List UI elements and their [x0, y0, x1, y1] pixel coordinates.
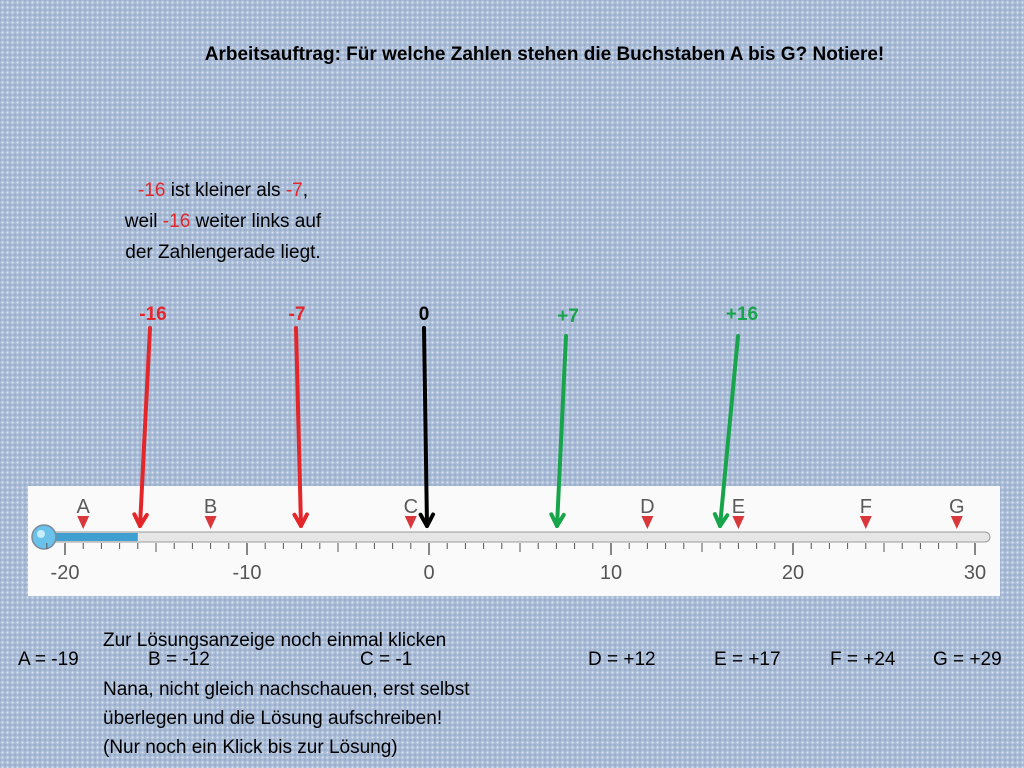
explanation-fragment: , [302, 180, 309, 201]
hint-line-3: (Nur noch ein Klick bis zur Lösung) [103, 737, 398, 758]
arrow-label: +16 [726, 304, 758, 325]
tick-label: -10 [233, 562, 262, 584]
explanation-value: -16 [137, 180, 166, 201]
letter-marker-icon [77, 516, 90, 529]
task-title: Arbeitsauftrag: Für welche Zahlen stehen… [204, 44, 885, 65]
answer-a: A = -19 [18, 649, 79, 670]
answer-e: E = +17 [714, 649, 781, 670]
letter-label: D [640, 496, 654, 518]
thermometer-bulb-highlight [37, 530, 45, 538]
explanation-fragment: ist kleiner als [165, 180, 286, 201]
explanation-value: -16 [162, 211, 191, 232]
letter-label: E [732, 496, 745, 518]
letter-marker-icon [859, 516, 872, 529]
letter-marker-icon [732, 516, 745, 529]
number-line-fill [44, 533, 138, 541]
hint-line-2: überlegen und die Lösung aufschreiben! [103, 708, 443, 729]
arrow-label: +7 [557, 306, 579, 327]
letter-marker-icon [404, 516, 417, 529]
tick-label: 20 [782, 562, 804, 584]
tick-label: 10 [600, 562, 622, 584]
explanation-fragment: weil [124, 211, 163, 232]
arrow-label: -7 [289, 304, 306, 325]
hint-line-1: Nana, nicht gleich nachschauen, erst sel… [103, 679, 470, 700]
letter-marker-icon [950, 516, 963, 529]
letter-label: A [77, 496, 91, 518]
tick-label: 0 [423, 562, 434, 584]
arrow-label: -16 [139, 304, 166, 325]
letter-marker-icon [641, 516, 654, 529]
explanation-fragment: weiter links auf [190, 211, 322, 232]
answer-c: C = -1 [360, 649, 413, 670]
letter-label: C [404, 496, 418, 518]
answer-g: G = +29 [933, 649, 1002, 670]
explanation-line-3: der Zahlengerade liegt. [125, 242, 321, 263]
number-line-track [43, 531, 991, 543]
answer-d: D = +12 [588, 649, 656, 670]
explanation-line-2: weil -16 weiter links auf [80, 206, 366, 237]
explanation-line-1: -16 ist kleiner als -7, [80, 175, 366, 206]
thermometer-bulb [31, 524, 57, 550]
number-line: -20 -10 0 10 20 30 A B C D E F G [31, 496, 991, 584]
answer-f: F = +24 [830, 649, 896, 670]
tick-label: 30 [964, 562, 986, 584]
solution-click-hint[interactable]: Zur Lösungsanzeige noch einmal klicken [103, 630, 447, 651]
arrow-label: 0 [419, 304, 430, 325]
letter-marker-icon [204, 516, 217, 529]
letter-label: B [204, 496, 217, 518]
explanation-value: -7 [285, 180, 303, 201]
letter-label: F [860, 496, 872, 518]
tick-label: -20 [51, 562, 80, 584]
answer-b: B = -12 [148, 649, 210, 670]
explanation-text: -16 ist kleiner als -7, weil -16 weiter … [80, 175, 366, 268]
letter-label: G [949, 496, 965, 518]
